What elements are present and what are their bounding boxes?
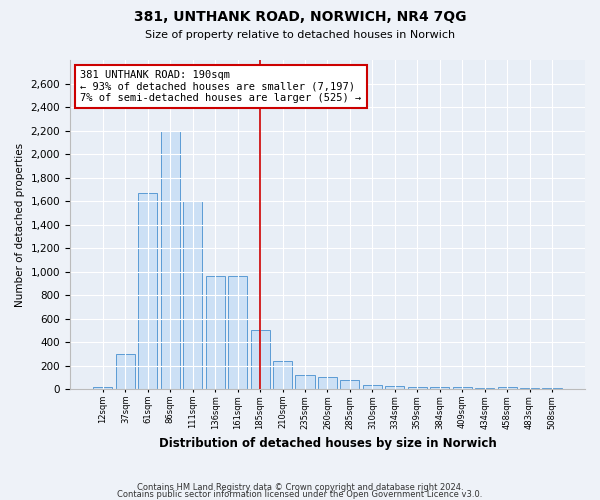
Bar	[497, 388, 517, 389]
Bar	[273, 361, 292, 389]
Bar	[340, 380, 359, 389]
Bar	[295, 375, 314, 389]
Text: Contains HM Land Registry data © Crown copyright and database right 2024.: Contains HM Land Registry data © Crown c…	[137, 484, 463, 492]
Bar	[206, 276, 225, 389]
Bar	[318, 378, 337, 389]
Bar	[228, 276, 247, 389]
Bar	[183, 201, 202, 389]
Bar	[161, 130, 180, 389]
Bar	[408, 387, 427, 389]
Bar	[138, 193, 157, 389]
Bar	[475, 388, 494, 389]
Bar	[251, 330, 269, 389]
Bar	[542, 388, 562, 389]
Bar	[520, 388, 539, 389]
Bar	[116, 354, 135, 389]
X-axis label: Distribution of detached houses by size in Norwich: Distribution of detached houses by size …	[158, 437, 496, 450]
Text: Size of property relative to detached houses in Norwich: Size of property relative to detached ho…	[145, 30, 455, 40]
Text: Contains public sector information licensed under the Open Government Licence v3: Contains public sector information licen…	[118, 490, 482, 499]
Text: 381 UNTHANK ROAD: 190sqm
← 93% of detached houses are smaller (7,197)
7% of semi: 381 UNTHANK ROAD: 190sqm ← 93% of detach…	[80, 70, 361, 103]
Text: 381, UNTHANK ROAD, NORWICH, NR4 7QG: 381, UNTHANK ROAD, NORWICH, NR4 7QG	[134, 10, 466, 24]
Bar	[385, 386, 404, 389]
Bar	[363, 384, 382, 389]
Bar	[430, 388, 449, 389]
Y-axis label: Number of detached properties: Number of detached properties	[15, 142, 25, 306]
Bar	[452, 388, 472, 389]
Bar	[94, 387, 112, 389]
